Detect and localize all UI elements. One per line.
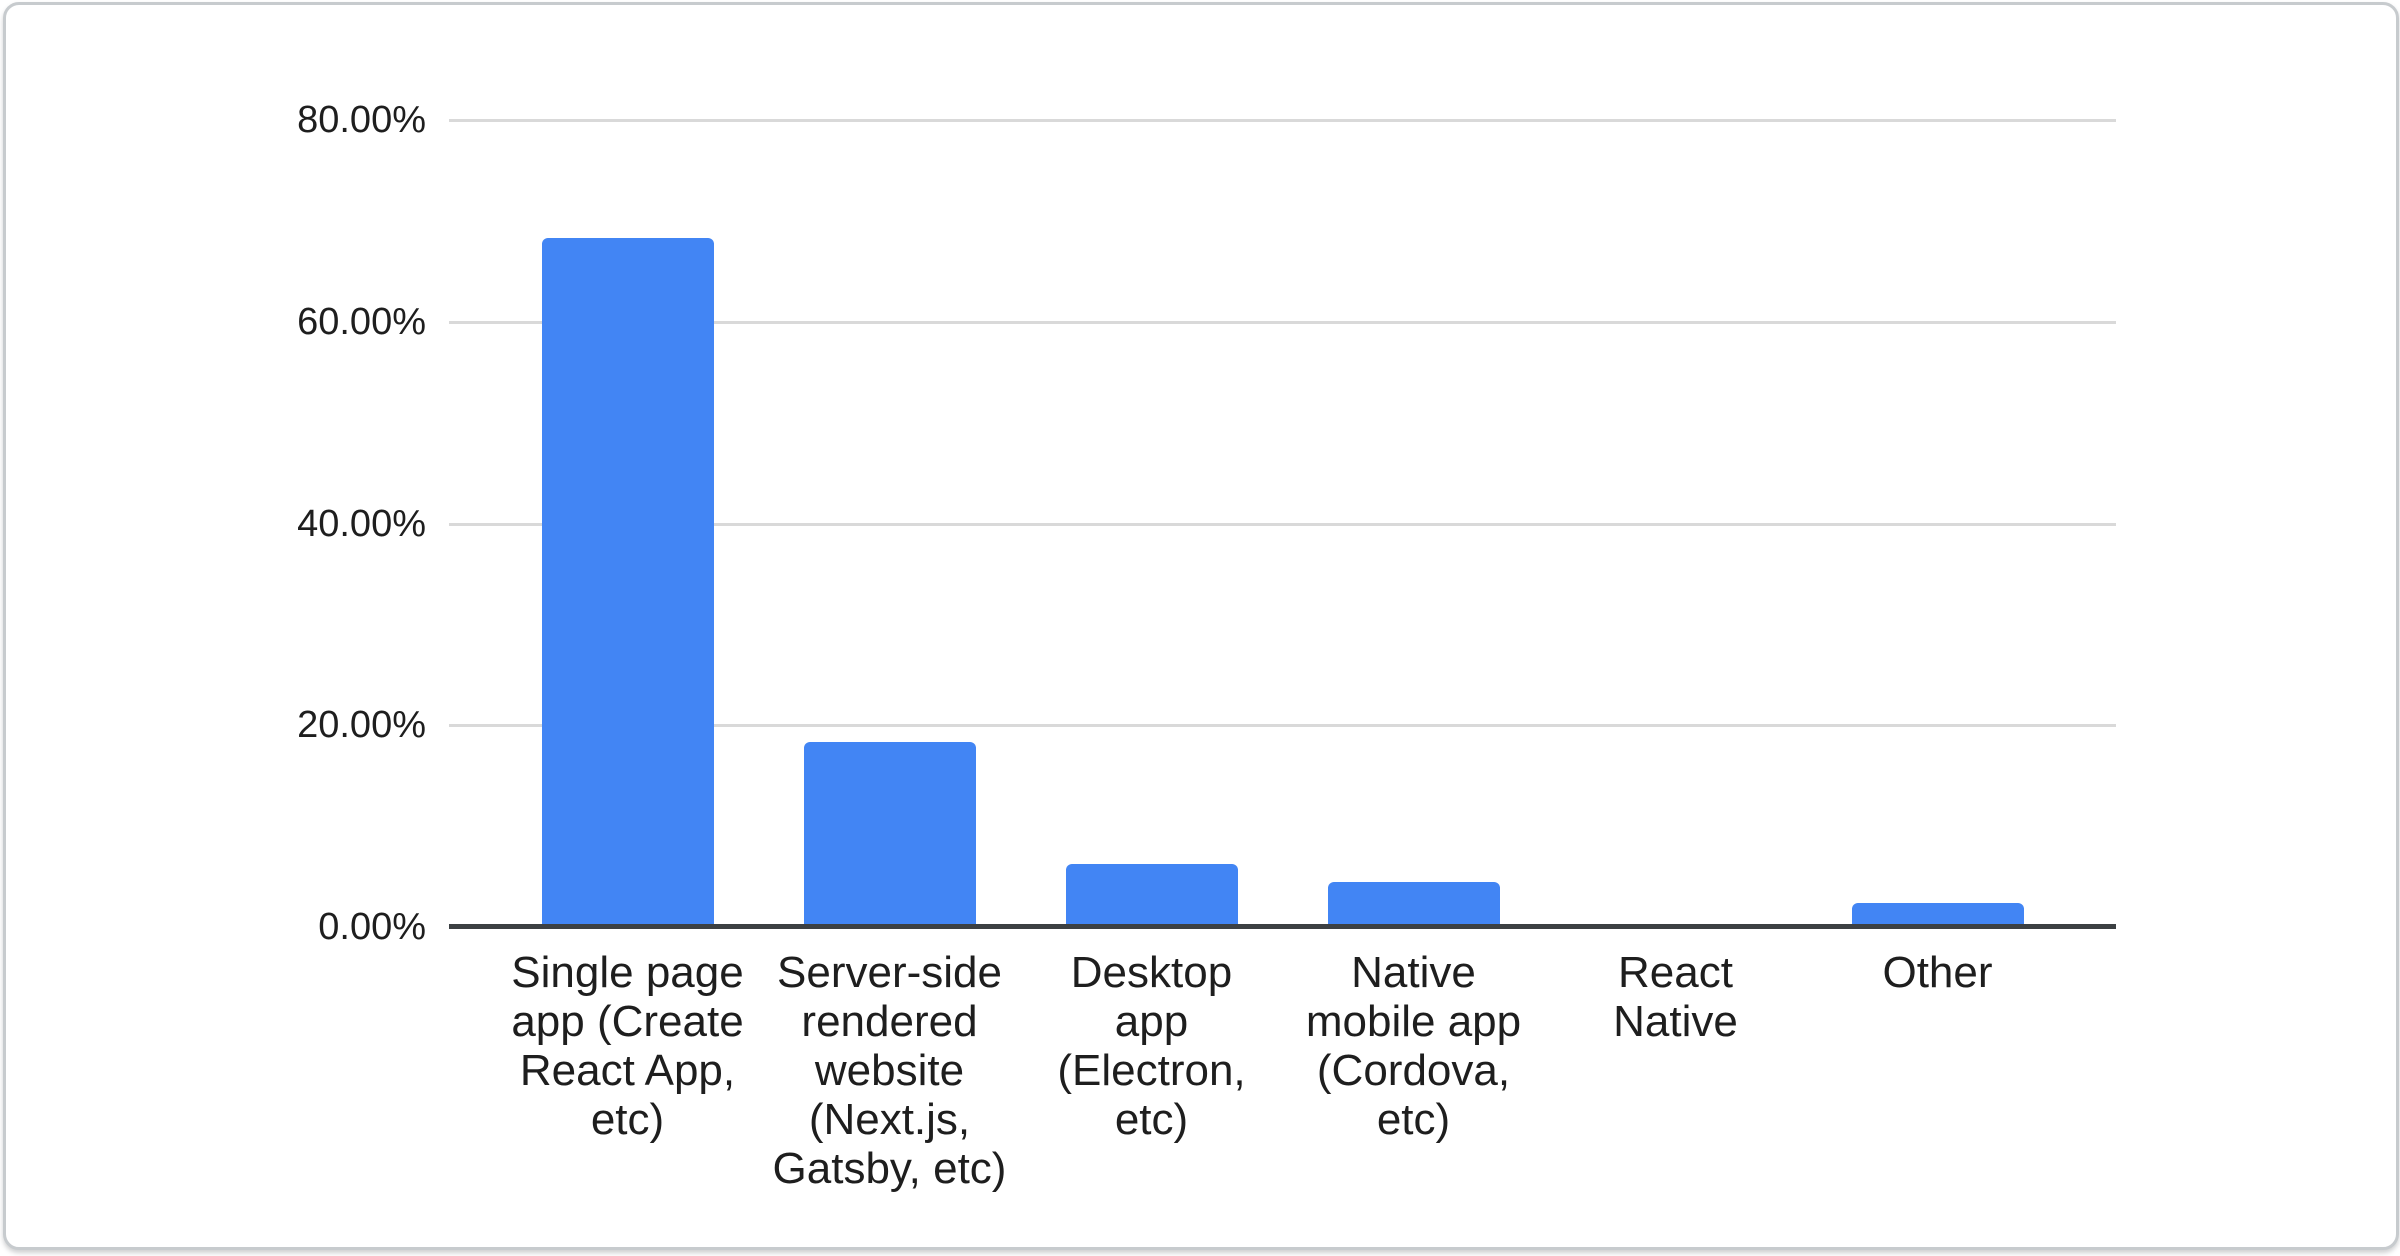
bar-chart-plot-area: 80.00% 60.00% 40.00% 20.00% 0.00% Single page… — [6, 5, 2400, 1256]
bar-serverside-rendered-website-nextjs[interactable] — [803, 742, 976, 927]
chart-card: 80.00% 60.00% 40.00% 20.00% 0.00% Single page… — [3, 2, 2399, 1250]
bar-desktop-app-electron-etc[interactable] — [1065, 864, 1238, 927]
x-axis-category-label: Other — [1882, 948, 1993, 997]
bar-native-mobile-app-cordova[interactable] — [1327, 882, 1500, 927]
y-axis-tick-label: 20.00% — [297, 704, 426, 747]
y-axis-tick-label: 80.00% — [297, 99, 426, 141]
y-gridline — [449, 724, 2116, 728]
y-gridline — [449, 522, 2116, 526]
y-gridline — [449, 320, 2116, 324]
x-axis-category-label: Server-side rendered website (Next.js, G… — [772, 948, 1007, 1193]
x-axis-category-label: React Native — [1613, 948, 1738, 1046]
x-axis-category-label: Single page app (Create React App, etc) — [511, 948, 744, 1144]
x-axis-category-label: Desktop app (Electron, etc) — [1057, 948, 1246, 1144]
x-axis-category-label: Native mobile app (Cordova, etc) — [1305, 948, 1522, 1144]
y-axis-tick-label: 40.00% — [297, 502, 426, 545]
y-axis-tick-label: 60.00% — [297, 300, 426, 343]
x-axis-line — [449, 924, 2116, 929]
bar-other[interactable] — [1851, 903, 2024, 927]
y-axis-tick-label: 0.00% — [318, 906, 426, 948]
bar-single-page-app-create[interactable] — [541, 238, 714, 927]
y-gridline — [449, 119, 2116, 122]
